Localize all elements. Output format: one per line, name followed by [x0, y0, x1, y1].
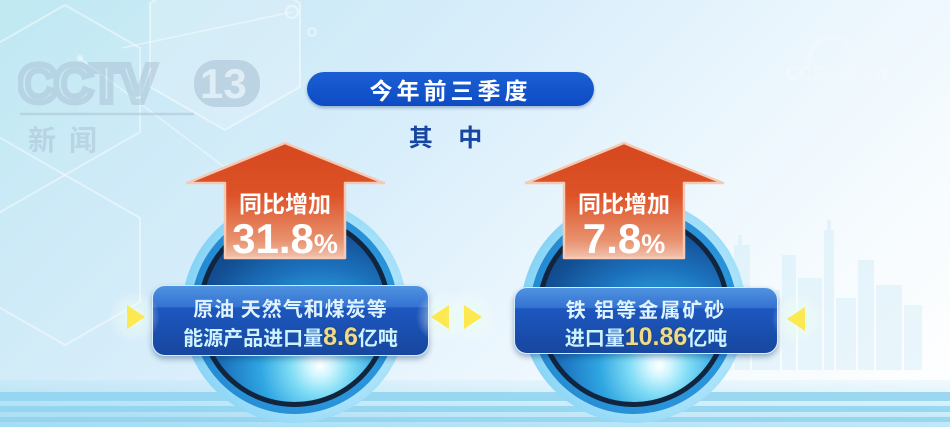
- svg-text:同比增加: 同比增加: [239, 185, 331, 219]
- svg-text:同比增加: 同比增加: [578, 185, 670, 219]
